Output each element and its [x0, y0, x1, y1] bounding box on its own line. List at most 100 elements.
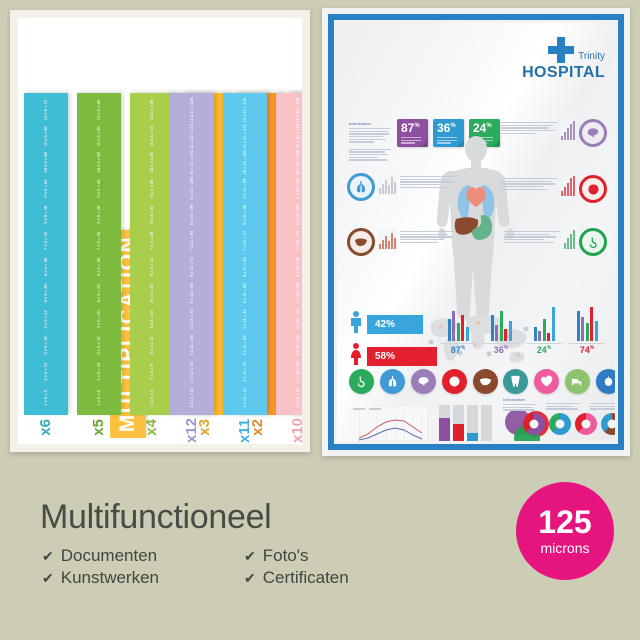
stomach-icon [579, 228, 607, 256]
liver-icon[interactable] [472, 369, 498, 394]
bar-chart-label: 24% [526, 343, 562, 355]
tooth-icon[interactable] [503, 369, 529, 394]
multiplication-cell: 9 x 6 = 54 [42, 179, 48, 198]
stat-card-87: 87% [397, 119, 428, 147]
multiplication-cell: 3 x 12 = 36 [188, 335, 194, 356]
multiplication-label: x11 [236, 418, 253, 443]
multiplication-cell: 12 x 5 = 60 [95, 99, 101, 121]
poster-frame: Trinity HOSPITAL Information [328, 14, 624, 450]
multiplication-cell: 3 x 5 = 15 [95, 336, 101, 355]
mini-bar-chart [563, 228, 576, 250]
multiplication-cell: 10 x 12 = 120 [188, 150, 194, 175]
multiplication-table-x10: x10 1 x 10 = 10 2 x 10 = 20 3 x 10 = 30 4 x … [276, 93, 302, 443]
organ-liver [454, 217, 479, 235]
brain-icon [579, 119, 607, 147]
multiplication-cell: 8 x 11 = 88 [241, 204, 247, 225]
feature-list: ✔ Documenten ✔ Foto's ✔ Kunstwerken ✔ Certifica… [42, 546, 349, 588]
badge-unit: microns [540, 540, 590, 556]
brain-icon[interactable] [410, 369, 436, 394]
bar-chart-bars [440, 305, 476, 341]
bar-chart-label: 36% [483, 343, 519, 355]
gender-stat-row: 42% [349, 311, 437, 338]
multiplication-cell: 5 x 10 = 50 [294, 283, 300, 304]
multiplication-cell: 3 x 11 = 33 [241, 335, 247, 356]
stomach-icon[interactable] [349, 369, 374, 394]
hospital-sub-name: Trinity [578, 51, 605, 62]
multiplication-cell: 12 x 6 = 72 [42, 99, 48, 121]
lungs-icon[interactable] [379, 369, 405, 394]
bar-chart-bars [569, 305, 605, 341]
multiplication-cell: 4 x 11 = 44 [241, 309, 247, 330]
multiplication-cell: 12 x 10 = 120 [294, 97, 300, 123]
multiplication-cell: 9 x 12 = 108 [188, 177, 194, 200]
lungs-icon [347, 173, 375, 201]
organ-heart [466, 186, 486, 207]
multiplication-cell: 11 x 11 = 121 [241, 124, 247, 149]
check-icon: ✔ [244, 548, 256, 564]
multiplication-table-x12: x12 1 x 12 = 12 2 x 12 = 24 3 x 12 = 36 4 x … [170, 93, 214, 443]
hospital-logo: Trinity HOSPITAL [522, 37, 605, 82]
multiplication-cell: 7 x 4 = 28 [148, 231, 154, 250]
multiplication-cell: 10 x 6 = 60 [42, 152, 48, 173]
apple-icon[interactable] [596, 369, 615, 394]
multiplication-cell: 11 x 12 = 132 [188, 123, 194, 149]
bed-icon[interactable] [565, 369, 591, 394]
bar-chart-group: 87% 36% 24% 74% [440, 305, 605, 355]
feature-label: Documenten [60, 546, 158, 565]
multiplication-cell: 7 x 12 = 84 [188, 230, 194, 252]
multiplication-cell: 9 x 4 = 36 [148, 179, 154, 198]
hospital-infographic-poster[interactable]: Trinity HOSPITAL Information [322, 8, 630, 456]
multiplication-cell: 2 x 12 = 24 [188, 361, 194, 382]
poster-right-canvas: Trinity HOSPITAL Information [337, 23, 615, 441]
stat-card-36: 36% [433, 119, 464, 147]
multiplication-cell: 1 x 6 = 6 [42, 390, 48, 406]
multiplication-cell: 8 x 5 = 40 [95, 205, 101, 224]
multiplication-cell: 1 x 11 = 11 [241, 388, 247, 408]
multiplication-cell: 7 x 5 = 35 [95, 231, 101, 250]
feature-label: Kunstwerken [60, 568, 160, 587]
mini-bar-chart [560, 119, 576, 141]
organ-stomach [472, 215, 493, 240]
gender-stat-value: 42% [367, 315, 423, 334]
footer-area: Multifunctioneel ✔ Documenten ✔ Foto's ✔ Kuns… [0, 462, 640, 640]
information-lines [349, 128, 391, 143]
multiplication-cell: 6 x 5 = 30 [95, 258, 101, 277]
multiplication-cell: 9 x 5 = 45 [95, 179, 101, 198]
feature-item: ✔ Foto's [244, 546, 349, 566]
feature-item: ✔ Certificaten [244, 568, 349, 588]
vertical-bar-chart [439, 405, 493, 441]
donut-chart [601, 413, 615, 435]
hospital-name: HOSPITAL [522, 64, 605, 81]
multiplication-cell: 12 x 4 = 48 [148, 99, 154, 121]
multiplication-cell: 4 x 5 = 20 [95, 310, 101, 329]
feature-label: Foto's [262, 546, 309, 565]
information-lines-2 [349, 148, 391, 161]
multiplication-card: 1 x 4 = 4 2 x 4 = 8 3 x 4 = 12 4 x 4 = 16 5 … [130, 93, 174, 415]
multiplication-cell: 3 x 6 = 18 [42, 336, 48, 355]
multiplication-cell: 7 x 6 = 42 [42, 231, 48, 250]
callout-brain [501, 119, 607, 147]
multiplication-cell: 5 x 5 = 25 [95, 284, 101, 303]
multiplication-label: x4 [143, 419, 160, 436]
multiplication-cell: 6 x 11 = 66 [241, 257, 247, 278]
liver-icon [347, 228, 375, 256]
callout-stomach [504, 228, 607, 256]
heart-organ-icon[interactable] [441, 369, 467, 394]
multiplication-cell: 6 x 12 = 72 [188, 256, 194, 278]
heart-icon[interactable] [534, 369, 560, 394]
vertical-bar [481, 405, 492, 441]
multiplication-cell: 1 x 5 = 5 [95, 390, 101, 406]
information-block: Information [349, 121, 391, 161]
vertical-bar [453, 405, 464, 441]
multiplication-label: x10 [289, 417, 302, 443]
multiplication-cell: 11 x 5 = 55 [95, 126, 101, 147]
multiplication-cell: 10 x 5 = 50 [95, 152, 101, 173]
multiplication-label: x5 [90, 419, 107, 436]
callout-lungs [347, 173, 456, 201]
mini-bar-chart [378, 228, 397, 250]
bar-chart-bars [483, 305, 519, 341]
bar-chart-label: 87% [440, 343, 476, 355]
